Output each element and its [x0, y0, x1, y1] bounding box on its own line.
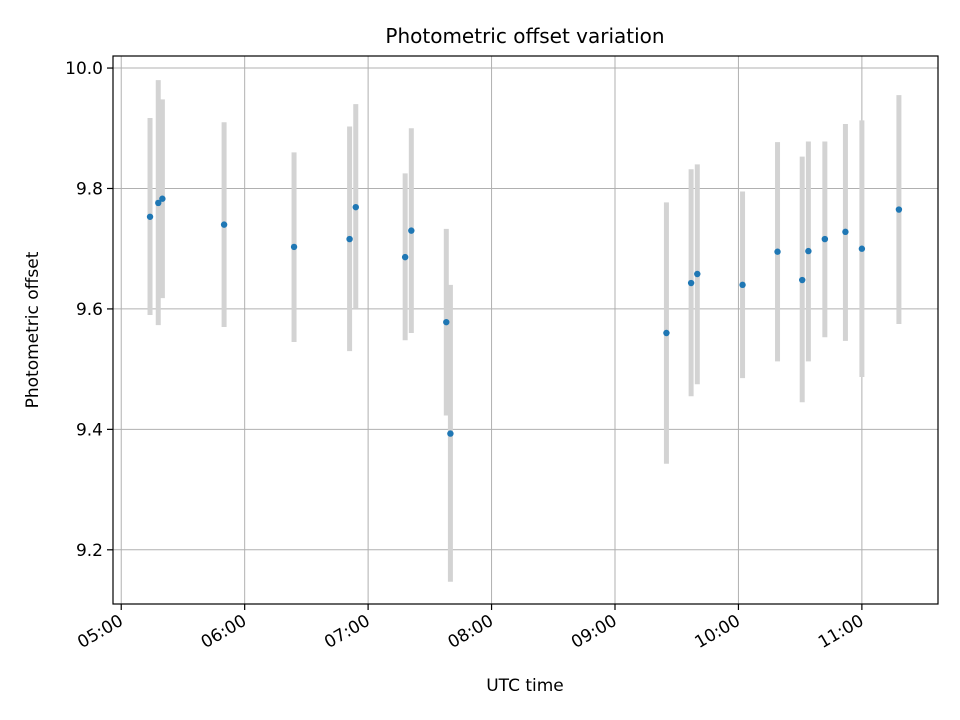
data-point — [220, 221, 228, 228]
data-point — [146, 213, 154, 220]
data-point — [346, 235, 353, 243]
plot-frame — [112, 55, 939, 605]
data-point — [401, 253, 409, 261]
data-point — [895, 206, 903, 213]
data-point — [739, 281, 746, 289]
y-tick-label: 9.2 — [76, 541, 103, 561]
y-tick-label: 10.0 — [65, 59, 103, 79]
y-tick-label: 9.4 — [76, 420, 103, 440]
data-point — [842, 228, 849, 236]
data-point — [858, 245, 866, 252]
data-point — [774, 248, 781, 255]
data-point — [408, 227, 415, 234]
y-axis-label: Photometric offset — [23, 251, 43, 408]
data-point — [155, 199, 162, 207]
data-point — [443, 318, 450, 326]
data-point — [694, 270, 701, 278]
data-point — [290, 243, 298, 251]
chart-title: Photometric offset variation — [385, 24, 664, 48]
y-tick-label: 9.6 — [76, 300, 103, 320]
data-point — [663, 329, 670, 337]
data-point — [159, 195, 166, 202]
data-point — [447, 430, 454, 437]
data-points — [146, 195, 903, 437]
x-axis-label: UTC time — [486, 676, 564, 696]
data-point — [352, 203, 359, 211]
data-point — [821, 235, 829, 243]
y-tick-label: 9.8 — [76, 179, 103, 199]
data-point — [805, 247, 812, 255]
data-point — [799, 276, 806, 284]
data-point — [687, 279, 695, 287]
